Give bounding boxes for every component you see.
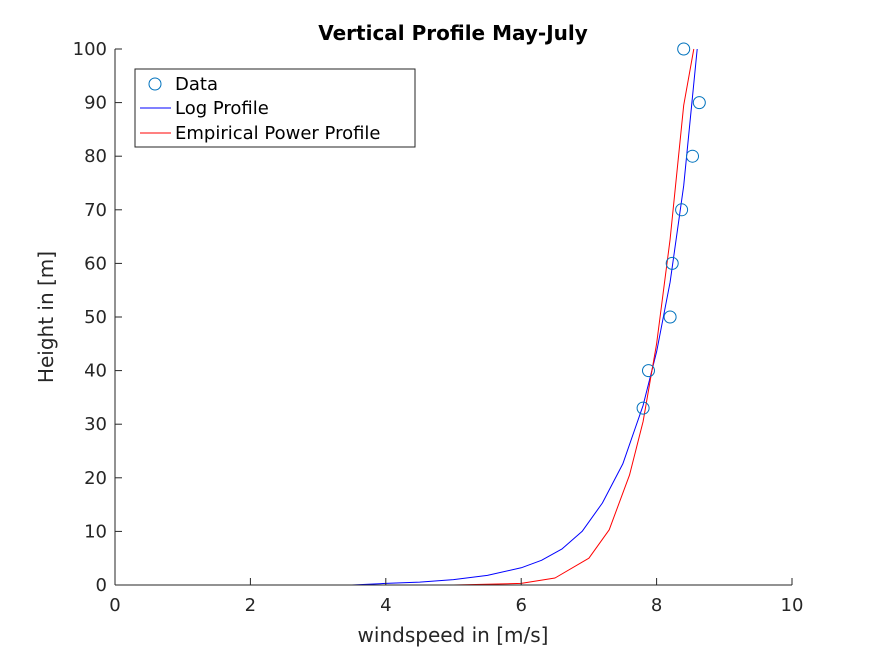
x-tick-label: 4	[380, 595, 391, 616]
y-tick-label: 90	[84, 93, 107, 114]
legend-label-log-profile: Log Profile	[175, 98, 269, 119]
x-tick-label: 8	[651, 595, 662, 616]
x-tick-label: 10	[781, 595, 804, 616]
data-point	[642, 364, 655, 378]
y-tick-label: 50	[84, 307, 107, 328]
series-line-empirical-power-profile	[115, 48, 695, 586]
x-tick-label: 2	[245, 595, 256, 616]
x-ticks: 0 2 4 6 8 10	[109, 578, 803, 616]
data-point	[677, 42, 691, 56]
chart-title: Vertical Profile May-July	[318, 21, 588, 45]
legend-box	[134, 68, 416, 148]
x-tick-label: 6	[515, 595, 526, 616]
legend: Data Log Profile Empirical Power Profile	[134, 68, 416, 148]
data-point	[675, 203, 689, 217]
data-point	[665, 256, 679, 270]
data-point	[686, 149, 699, 163]
legend-marker-data	[148, 77, 162, 91]
y-tick-label: 30	[84, 414, 107, 435]
y-tick-label: 20	[84, 468, 107, 489]
y-axis-label: Height in [m]	[34, 251, 58, 383]
data-point	[692, 96, 706, 110]
y-tick-label: 60	[84, 253, 107, 274]
y-ticks: 0 10 20 30 40 50 60 70 80 90 100	[73, 39, 122, 596]
legend-label-data: Data	[175, 74, 218, 95]
x-axis-label: windspeed in [m/s]	[358, 623, 549, 647]
data-point	[636, 401, 650, 415]
series-line-log-profile	[115, 48, 698, 586]
y-tick-label: 0	[96, 575, 107, 596]
y-tick-label: 70	[84, 200, 107, 221]
y-tick-label: 10	[84, 521, 107, 542]
y-tick-label: 80	[84, 146, 107, 167]
y-tick-label: 40	[84, 361, 107, 382]
y-tick-label: 100	[73, 39, 107, 60]
data-point	[663, 310, 677, 324]
x-tick-label: 0	[109, 595, 120, 616]
series-layer	[115, 42, 706, 586]
legend-label-empirical-power-profile: Empirical Power Profile	[175, 123, 381, 144]
